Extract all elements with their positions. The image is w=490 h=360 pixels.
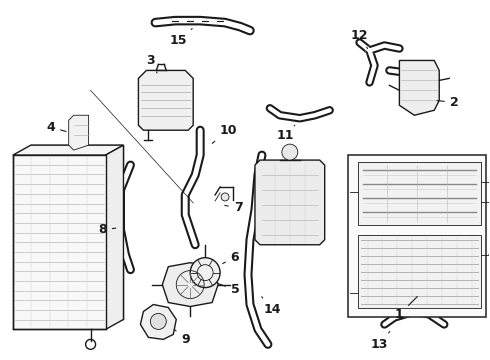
Polygon shape bbox=[399, 60, 439, 115]
Text: 6: 6 bbox=[222, 251, 239, 264]
Polygon shape bbox=[358, 235, 481, 307]
Text: 8: 8 bbox=[98, 223, 116, 236]
Text: 12: 12 bbox=[351, 29, 368, 49]
Text: 7: 7 bbox=[225, 201, 243, 215]
Text: 13: 13 bbox=[371, 332, 390, 351]
Text: 1: 1 bbox=[395, 297, 417, 321]
Text: 5: 5 bbox=[218, 283, 240, 296]
Circle shape bbox=[221, 193, 229, 201]
Polygon shape bbox=[105, 145, 123, 329]
Circle shape bbox=[489, 251, 490, 259]
Circle shape bbox=[190, 258, 220, 288]
Polygon shape bbox=[347, 155, 486, 318]
Polygon shape bbox=[69, 115, 89, 150]
Polygon shape bbox=[141, 305, 176, 339]
Text: 14: 14 bbox=[262, 297, 281, 316]
Circle shape bbox=[282, 144, 298, 160]
Polygon shape bbox=[162, 263, 218, 306]
Text: 9: 9 bbox=[174, 329, 190, 346]
Polygon shape bbox=[138, 71, 193, 130]
Text: 3: 3 bbox=[146, 54, 157, 73]
Text: 10: 10 bbox=[212, 124, 237, 143]
Polygon shape bbox=[13, 155, 105, 329]
Text: 2: 2 bbox=[437, 96, 459, 109]
Text: 4: 4 bbox=[47, 121, 66, 134]
Polygon shape bbox=[358, 162, 481, 225]
Text: 15: 15 bbox=[170, 28, 192, 47]
Text: 11: 11 bbox=[276, 125, 295, 142]
Polygon shape bbox=[255, 160, 325, 245]
Circle shape bbox=[150, 314, 166, 329]
Polygon shape bbox=[13, 145, 123, 155]
